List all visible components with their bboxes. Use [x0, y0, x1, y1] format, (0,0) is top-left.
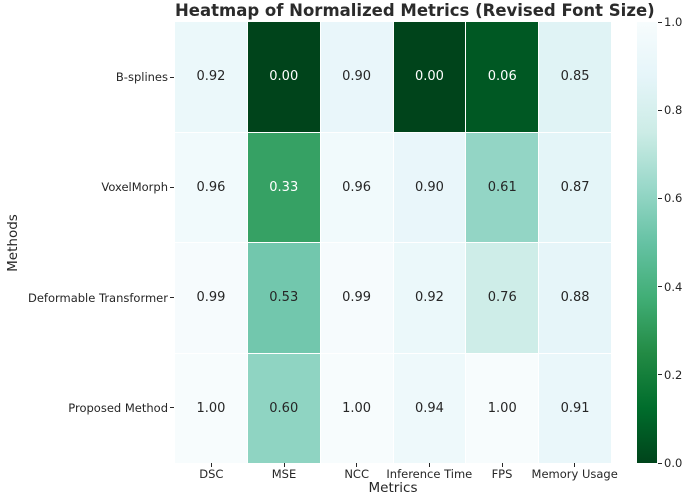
- heatmap-cell: 1.00: [175, 353, 247, 463]
- heatmap-cell: 0.99: [320, 243, 393, 353]
- colorbar-tick-label: 0.0: [664, 456, 683, 470]
- y-tick-mark: [170, 76, 174, 78]
- x-tick-label: MSE: [271, 467, 297, 481]
- colorbar-tick-mark: [658, 462, 662, 464]
- heatmap-cell: 0.76: [466, 243, 539, 353]
- heatmap-grid: 0.92 0.00 0.90 0.00 0.06 0.85 0.96 0.33 0.96 0.90…: [175, 22, 611, 463]
- colorbar-tick-label: 0.4: [664, 279, 683, 294]
- colorbar-tick-mark: [658, 286, 662, 288]
- colorbar-tick-mark: [658, 197, 662, 199]
- heatmap-cell: 0.61: [466, 132, 539, 242]
- x-tick-mark: [501, 463, 503, 467]
- colorbar-tick-label: 0.2: [664, 367, 683, 382]
- heatmap-cell: 0.53: [247, 243, 320, 353]
- colorbar-tick-mark: [658, 374, 662, 376]
- y-tick-label: VoxelMorph: [101, 180, 168, 195]
- x-tick-mark: [356, 463, 358, 467]
- x-tick-mark: [283, 463, 285, 467]
- colorbar: [637, 22, 657, 463]
- y-tick-label: B-splines: [115, 70, 168, 85]
- x-tick-label: FPS: [491, 467, 513, 481]
- heatmap-cell: 0.00: [247, 22, 320, 132]
- y-tick-mark: [170, 186, 174, 188]
- heatmap-cell: 0.94: [393, 353, 466, 463]
- colorbar-tick-label: 1.0: [664, 15, 683, 29]
- x-axis-label: Metrics: [368, 480, 418, 496]
- x-tick-label: NCC: [344, 467, 369, 481]
- heatmap-cell: 1.00: [466, 353, 539, 463]
- y-tick-label: Deformable Transformer: [27, 290, 168, 305]
- y-tick-label: Proposed Method: [68, 400, 168, 415]
- heatmap-cell: 0.88: [539, 243, 611, 353]
- x-tick-mark: [574, 463, 576, 467]
- heatmap-cell: 0.92: [393, 243, 466, 353]
- heatmap-cell: 0.99: [175, 243, 247, 353]
- colorbar-tick-mark: [658, 21, 662, 23]
- colorbar-tick-label: 0.6: [664, 191, 683, 206]
- y-tick-mark: [170, 407, 174, 409]
- chart-title: Heatmap of Normalized Metrics (Revised F…: [175, 1, 655, 20]
- x-tick-label: Memory Usage: [531, 467, 618, 481]
- x-tick-label: Inference Time: [386, 467, 473, 481]
- heatmap-cell: 0.90: [320, 22, 393, 132]
- x-tick-mark: [210, 463, 212, 467]
- heatmap-cell: 0.85: [539, 22, 611, 132]
- colorbar-tick-label: 0.8: [664, 103, 683, 118]
- heatmap-cell: 0.00: [393, 22, 466, 132]
- x-tick-mark: [428, 463, 430, 467]
- heatmap-cell: 0.96: [320, 132, 393, 242]
- heatmap-cell: 0.60: [247, 353, 320, 463]
- heatmap-cell: 1.00: [320, 353, 393, 463]
- heatmap-cell: 0.87: [539, 132, 611, 242]
- heatmap-cell: 0.91: [539, 353, 611, 463]
- y-tick-mark: [170, 297, 174, 299]
- heatmap-cell: 0.33: [247, 132, 320, 242]
- heatmap-cell: 0.92: [175, 22, 247, 132]
- heatmap-cell: 0.90: [393, 132, 466, 242]
- colorbar-tick-mark: [658, 109, 662, 111]
- x-tick-label: DSC: [199, 467, 224, 481]
- heatmap-cell: 0.06: [466, 22, 539, 132]
- heatmap-cell: 0.96: [175, 132, 247, 242]
- y-axis-label: Methods: [5, 214, 21, 272]
